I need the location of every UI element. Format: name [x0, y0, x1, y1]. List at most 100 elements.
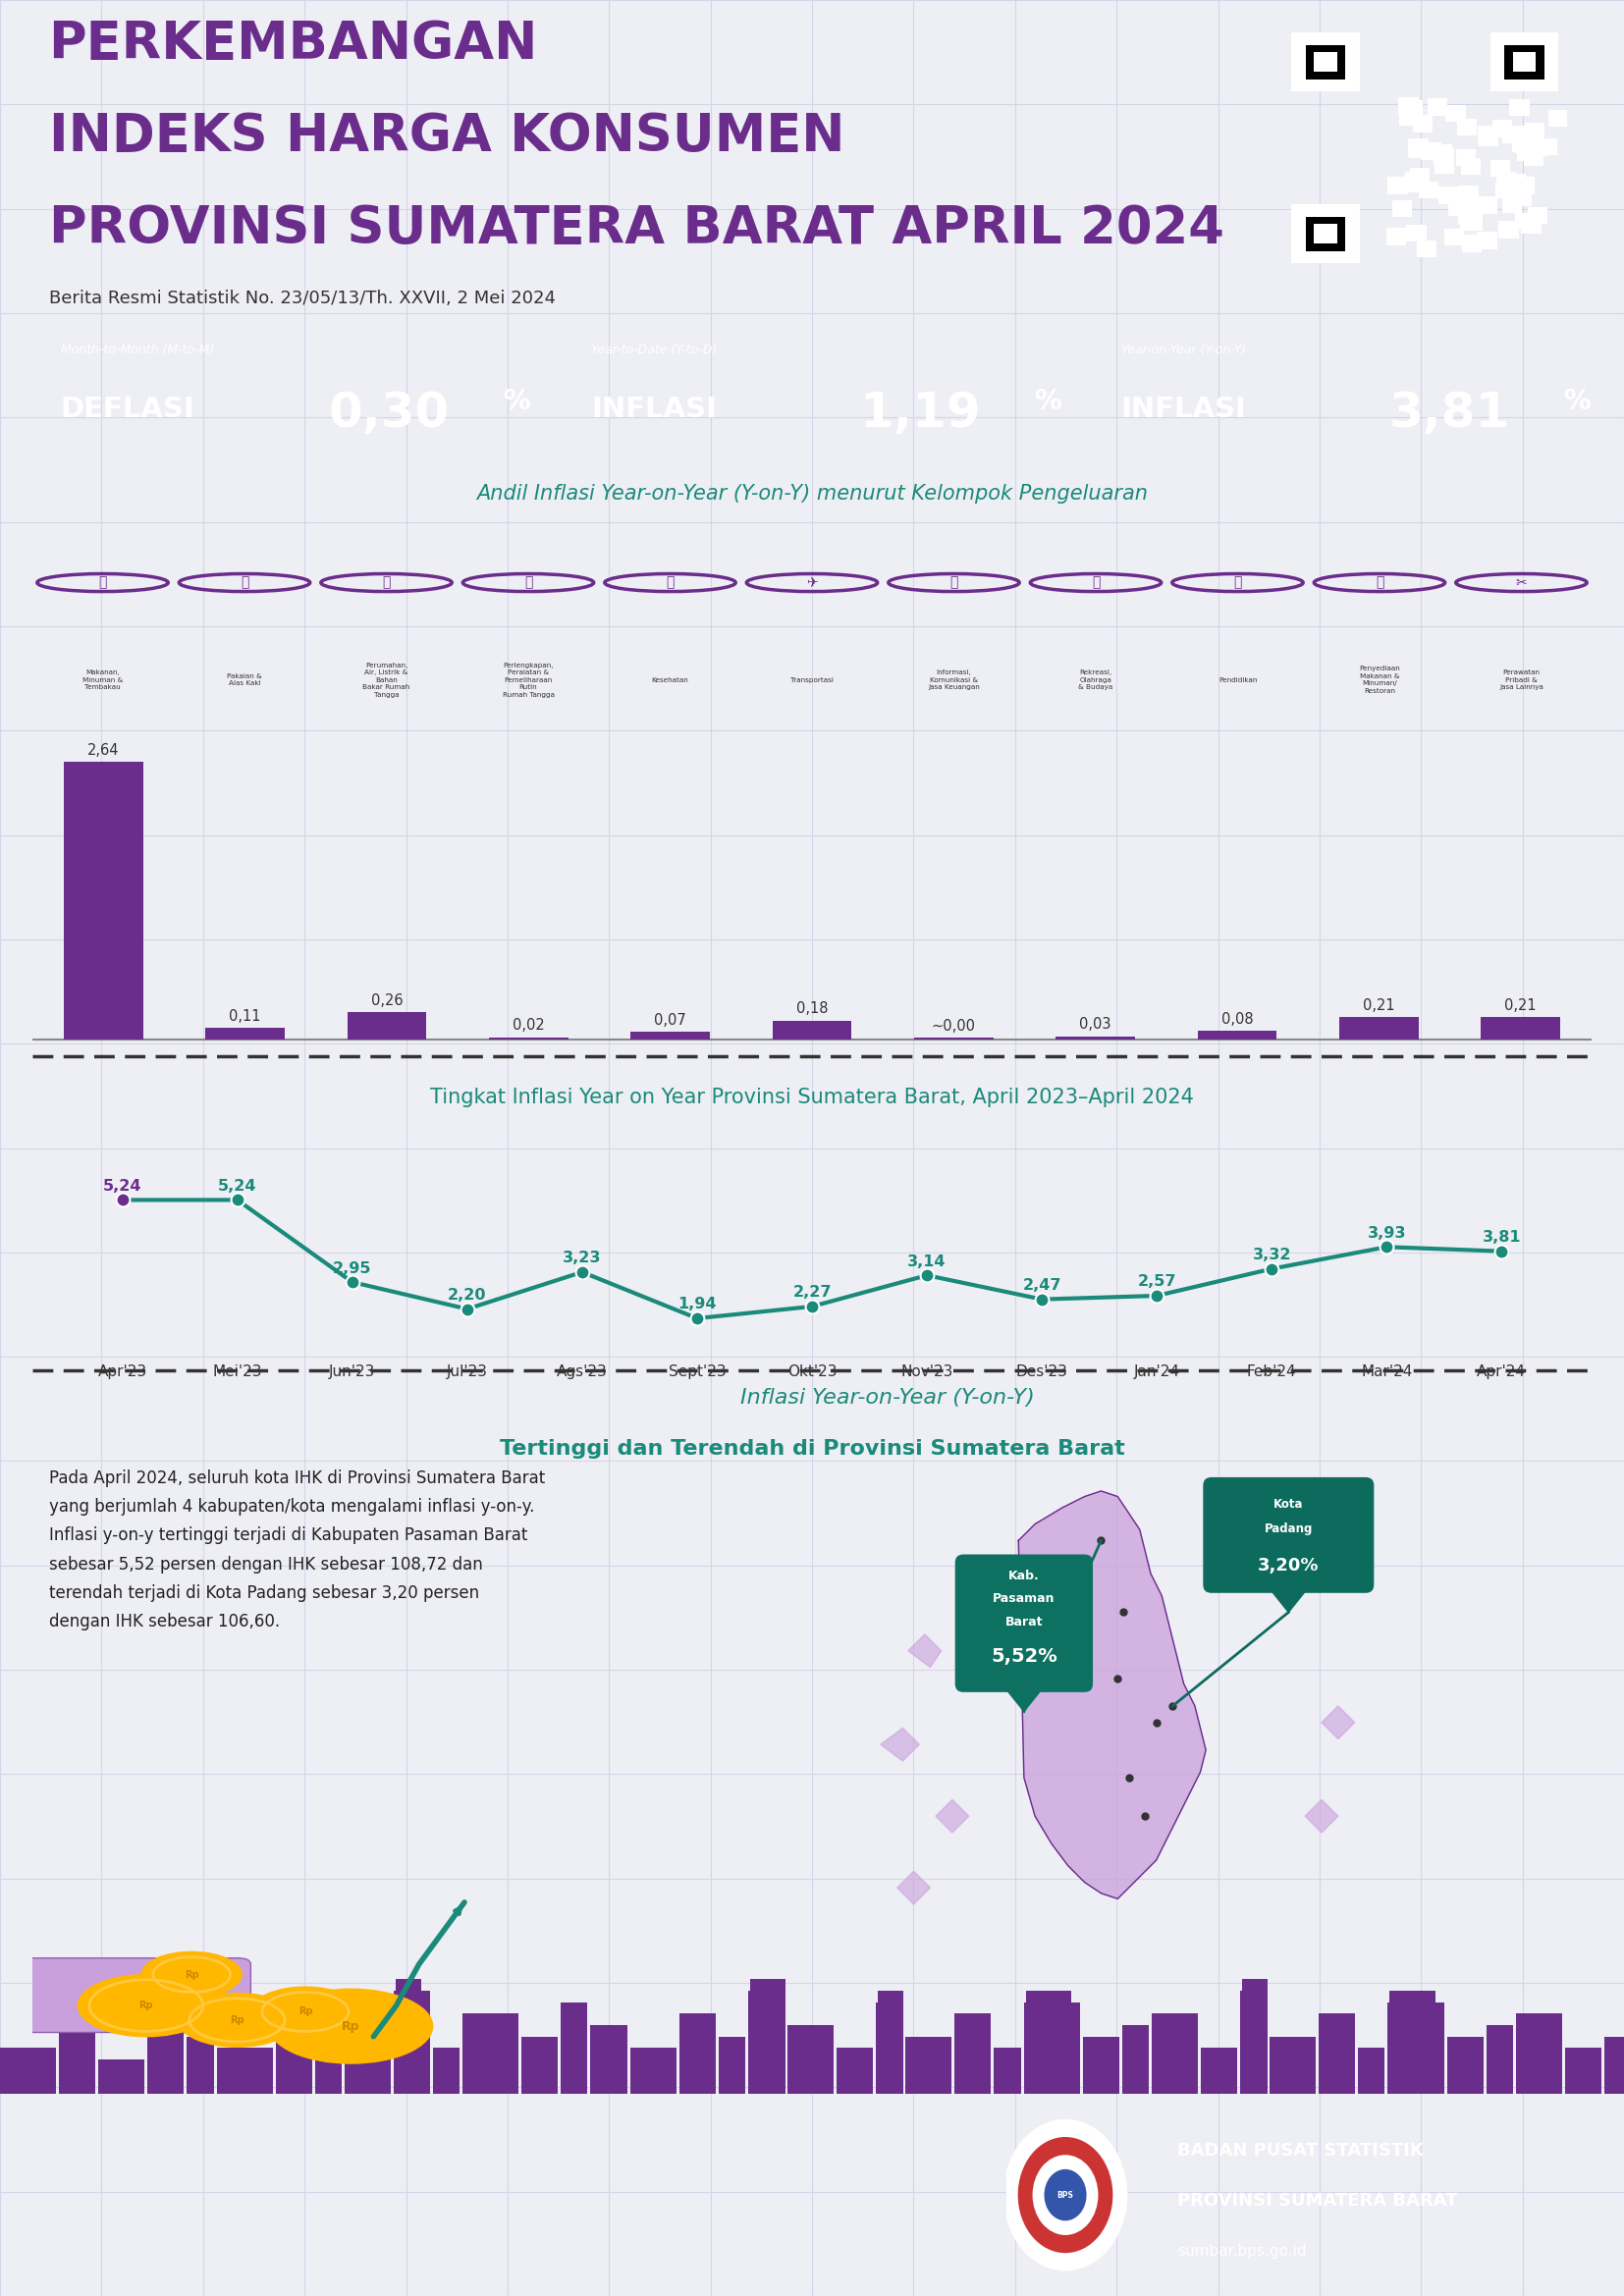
- FancyBboxPatch shape: [0, 1958, 250, 2032]
- Text: Berita Resmi Statistik No. 23/05/13/Th. XXVII, 2 Mei 2024: Berita Resmi Statistik No. 23/05/13/Th. …: [49, 289, 555, 308]
- Bar: [1515, 214, 1535, 230]
- Bar: [1499, 220, 1518, 239]
- Bar: [1478, 197, 1497, 214]
- Bar: [773, 1019, 851, 1040]
- Bar: [1605, 2037, 1624, 2094]
- Bar: [315, 2037, 341, 2094]
- Bar: [521, 2037, 559, 2094]
- Bar: [1314, 53, 1337, 71]
- Text: Inflasi: Inflasi: [741, 1389, 812, 1407]
- Text: DEFLASI: DEFLASI: [60, 395, 195, 422]
- Bar: [1505, 174, 1525, 191]
- Bar: [1026, 1991, 1070, 2094]
- Text: 0,26: 0,26: [370, 994, 403, 1008]
- Bar: [1491, 32, 1559, 92]
- Bar: [1522, 216, 1541, 234]
- Text: Barat: Barat: [1005, 1616, 1043, 1628]
- Circle shape: [270, 1988, 432, 2064]
- Bar: [1504, 46, 1544, 80]
- Polygon shape: [935, 1800, 970, 1832]
- Text: Informasi,
Komunikasi &
Jasa Keuangan: Informasi, Komunikasi & Jasa Keuangan: [927, 670, 979, 691]
- Bar: [1197, 1031, 1276, 1040]
- Bar: [875, 2002, 903, 2094]
- Bar: [836, 2048, 874, 2094]
- Text: Perumahan,
Air, Listrik &
Bahan
Bakar Rumah
Tangga: Perumahan, Air, Listrik & Bahan Bakar Ru…: [362, 661, 411, 698]
- Polygon shape: [880, 1729, 919, 1761]
- Bar: [1358, 2048, 1385, 2094]
- Bar: [1512, 126, 1531, 142]
- Text: Rp: Rp: [185, 1970, 198, 1979]
- Bar: [1496, 172, 1517, 188]
- Text: Andil Inflasi Year-on-Year (Y-on-Y) menurut Kelompok Pengeluaran: Andil Inflasi Year-on-Year (Y-on-Y) menu…: [476, 484, 1148, 503]
- Bar: [1319, 2014, 1356, 2094]
- Bar: [1481, 1017, 1561, 1040]
- Polygon shape: [1018, 1490, 1207, 1899]
- Bar: [1517, 142, 1536, 161]
- Text: ✂: ✂: [1515, 576, 1527, 590]
- Bar: [1241, 1991, 1267, 2094]
- Bar: [1408, 138, 1427, 156]
- Bar: [463, 2014, 518, 2094]
- Text: 0,18: 0,18: [796, 1001, 828, 1017]
- Bar: [1419, 181, 1439, 197]
- Text: 5,24: 5,24: [102, 1178, 141, 1194]
- Bar: [0, 2048, 57, 2094]
- Polygon shape: [1306, 1800, 1338, 1832]
- Bar: [216, 2048, 273, 2094]
- Bar: [1515, 2014, 1562, 2094]
- Text: Month-to-Month (M-to-M): Month-to-Month (M-to-M): [60, 344, 214, 356]
- Text: 2,95: 2,95: [333, 1261, 372, 1277]
- Text: Makanan,
Minuman &
Tembakau: Makanan, Minuman & Tembakau: [83, 670, 123, 691]
- Bar: [344, 2025, 391, 2094]
- Bar: [1538, 138, 1557, 156]
- Text: 3,81: 3,81: [1389, 390, 1510, 436]
- Bar: [906, 2037, 952, 2094]
- Bar: [1413, 115, 1432, 133]
- Bar: [994, 2048, 1020, 2094]
- Circle shape: [1044, 2170, 1086, 2220]
- Text: 3,20%: 3,20%: [1259, 1557, 1319, 1575]
- Bar: [1512, 135, 1531, 152]
- Text: 0,21: 0,21: [1363, 999, 1395, 1013]
- Bar: [1478, 126, 1497, 142]
- Circle shape: [1033, 2156, 1098, 2234]
- Text: 0,02: 0,02: [513, 1019, 544, 1033]
- Bar: [1509, 99, 1530, 117]
- Text: 0,11: 0,11: [229, 1008, 261, 1024]
- Bar: [1340, 1017, 1419, 1040]
- Text: 5,24: 5,24: [218, 1178, 257, 1194]
- Text: 🍴: 🍴: [1376, 576, 1384, 590]
- Bar: [58, 2025, 96, 2094]
- Text: 🎓: 🎓: [1234, 576, 1242, 590]
- Bar: [1151, 2014, 1199, 2094]
- Text: Padang: Padang: [1263, 1522, 1312, 1534]
- Text: Year-to-Date (Y-to-D): Year-to-Date (Y-to-D): [591, 344, 718, 356]
- Text: 2,64: 2,64: [88, 744, 119, 758]
- Text: Kesehatan: Kesehatan: [651, 677, 689, 682]
- Text: Rp: Rp: [341, 2020, 361, 2032]
- Circle shape: [78, 1975, 214, 2037]
- Bar: [1408, 140, 1429, 158]
- Bar: [1023, 2002, 1080, 2094]
- Bar: [955, 2014, 991, 2094]
- Text: Pasaman: Pasaman: [992, 1591, 1056, 1605]
- Text: Pendidikan: Pendidikan: [1218, 677, 1257, 682]
- Text: Penyediaan
Makanan &
Minuman/
Restoran: Penyediaan Makanan & Minuman/ Restoran: [1359, 666, 1400, 693]
- Text: INDEKS HARGA KONSUMEN: INDEKS HARGA KONSUMEN: [49, 110, 844, 161]
- Text: %: %: [1034, 388, 1060, 416]
- Text: BADAN PUSAT STATISTIK: BADAN PUSAT STATISTIK: [1177, 2142, 1424, 2158]
- Text: 📱: 📱: [950, 576, 958, 590]
- Text: 3,93: 3,93: [1367, 1226, 1406, 1240]
- Bar: [1463, 214, 1483, 230]
- Bar: [1437, 186, 1458, 204]
- Text: 0,30: 0,30: [328, 390, 450, 436]
- Text: Perlengkapan,
Peralatan &
Pemeliharaan
Rutin
Rumah Tangga: Perlengkapan, Peralatan & Pemeliharaan R…: [502, 661, 554, 698]
- Polygon shape: [1322, 1706, 1354, 1738]
- Bar: [99, 2060, 145, 2094]
- Text: 🏠: 🏠: [382, 576, 390, 590]
- Bar: [1496, 181, 1515, 200]
- Bar: [276, 2002, 312, 2094]
- Bar: [434, 2048, 460, 2094]
- Circle shape: [179, 1993, 296, 2048]
- Bar: [1314, 225, 1337, 243]
